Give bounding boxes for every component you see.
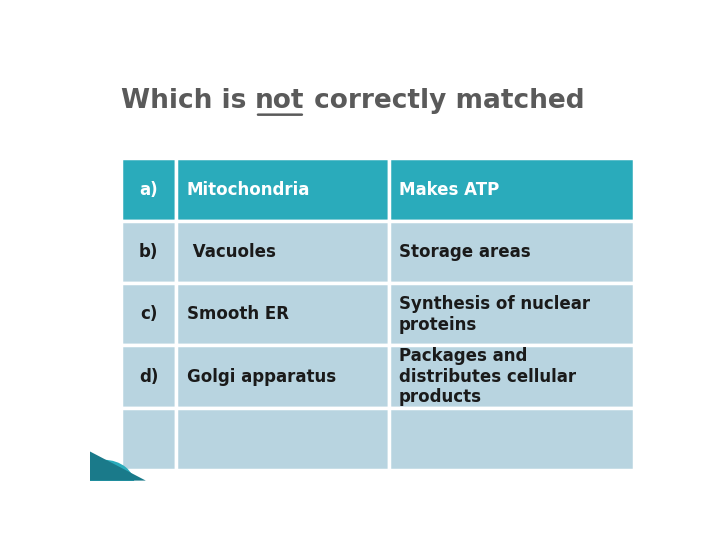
FancyBboxPatch shape [389, 283, 634, 346]
Text: Which is: Which is [121, 87, 255, 113]
Text: Synthesis of nuclear
proteins: Synthesis of nuclear proteins [399, 295, 590, 334]
Text: Vacuoles: Vacuoles [186, 243, 276, 261]
FancyBboxPatch shape [389, 408, 634, 470]
Text: a): a) [139, 180, 158, 199]
Text: d): d) [139, 368, 158, 386]
Text: not: not [255, 87, 305, 113]
FancyBboxPatch shape [176, 346, 389, 408]
FancyBboxPatch shape [176, 283, 389, 346]
FancyBboxPatch shape [121, 408, 176, 470]
Text: Smooth ER: Smooth ER [186, 305, 289, 323]
FancyBboxPatch shape [389, 221, 634, 283]
FancyBboxPatch shape [176, 408, 389, 470]
Text: Golgi apparatus: Golgi apparatus [186, 368, 336, 386]
FancyBboxPatch shape [389, 346, 634, 408]
Polygon shape [90, 451, 145, 481]
Ellipse shape [73, 460, 135, 510]
FancyBboxPatch shape [121, 221, 176, 283]
Text: c): c) [140, 305, 157, 323]
Text: Mitochondria: Mitochondria [186, 180, 310, 199]
Text: correctly matched: correctly matched [305, 87, 585, 113]
FancyBboxPatch shape [121, 346, 176, 408]
FancyBboxPatch shape [176, 221, 389, 283]
Text: Makes ATP: Makes ATP [399, 180, 499, 199]
Text: b): b) [139, 243, 158, 261]
Text: Storage areas: Storage areas [399, 243, 530, 261]
FancyBboxPatch shape [176, 158, 389, 221]
FancyBboxPatch shape [121, 158, 176, 221]
FancyBboxPatch shape [389, 158, 634, 221]
FancyBboxPatch shape [121, 283, 176, 346]
Text: Packages and
distributes cellular
products: Packages and distributes cellular produc… [399, 347, 576, 407]
